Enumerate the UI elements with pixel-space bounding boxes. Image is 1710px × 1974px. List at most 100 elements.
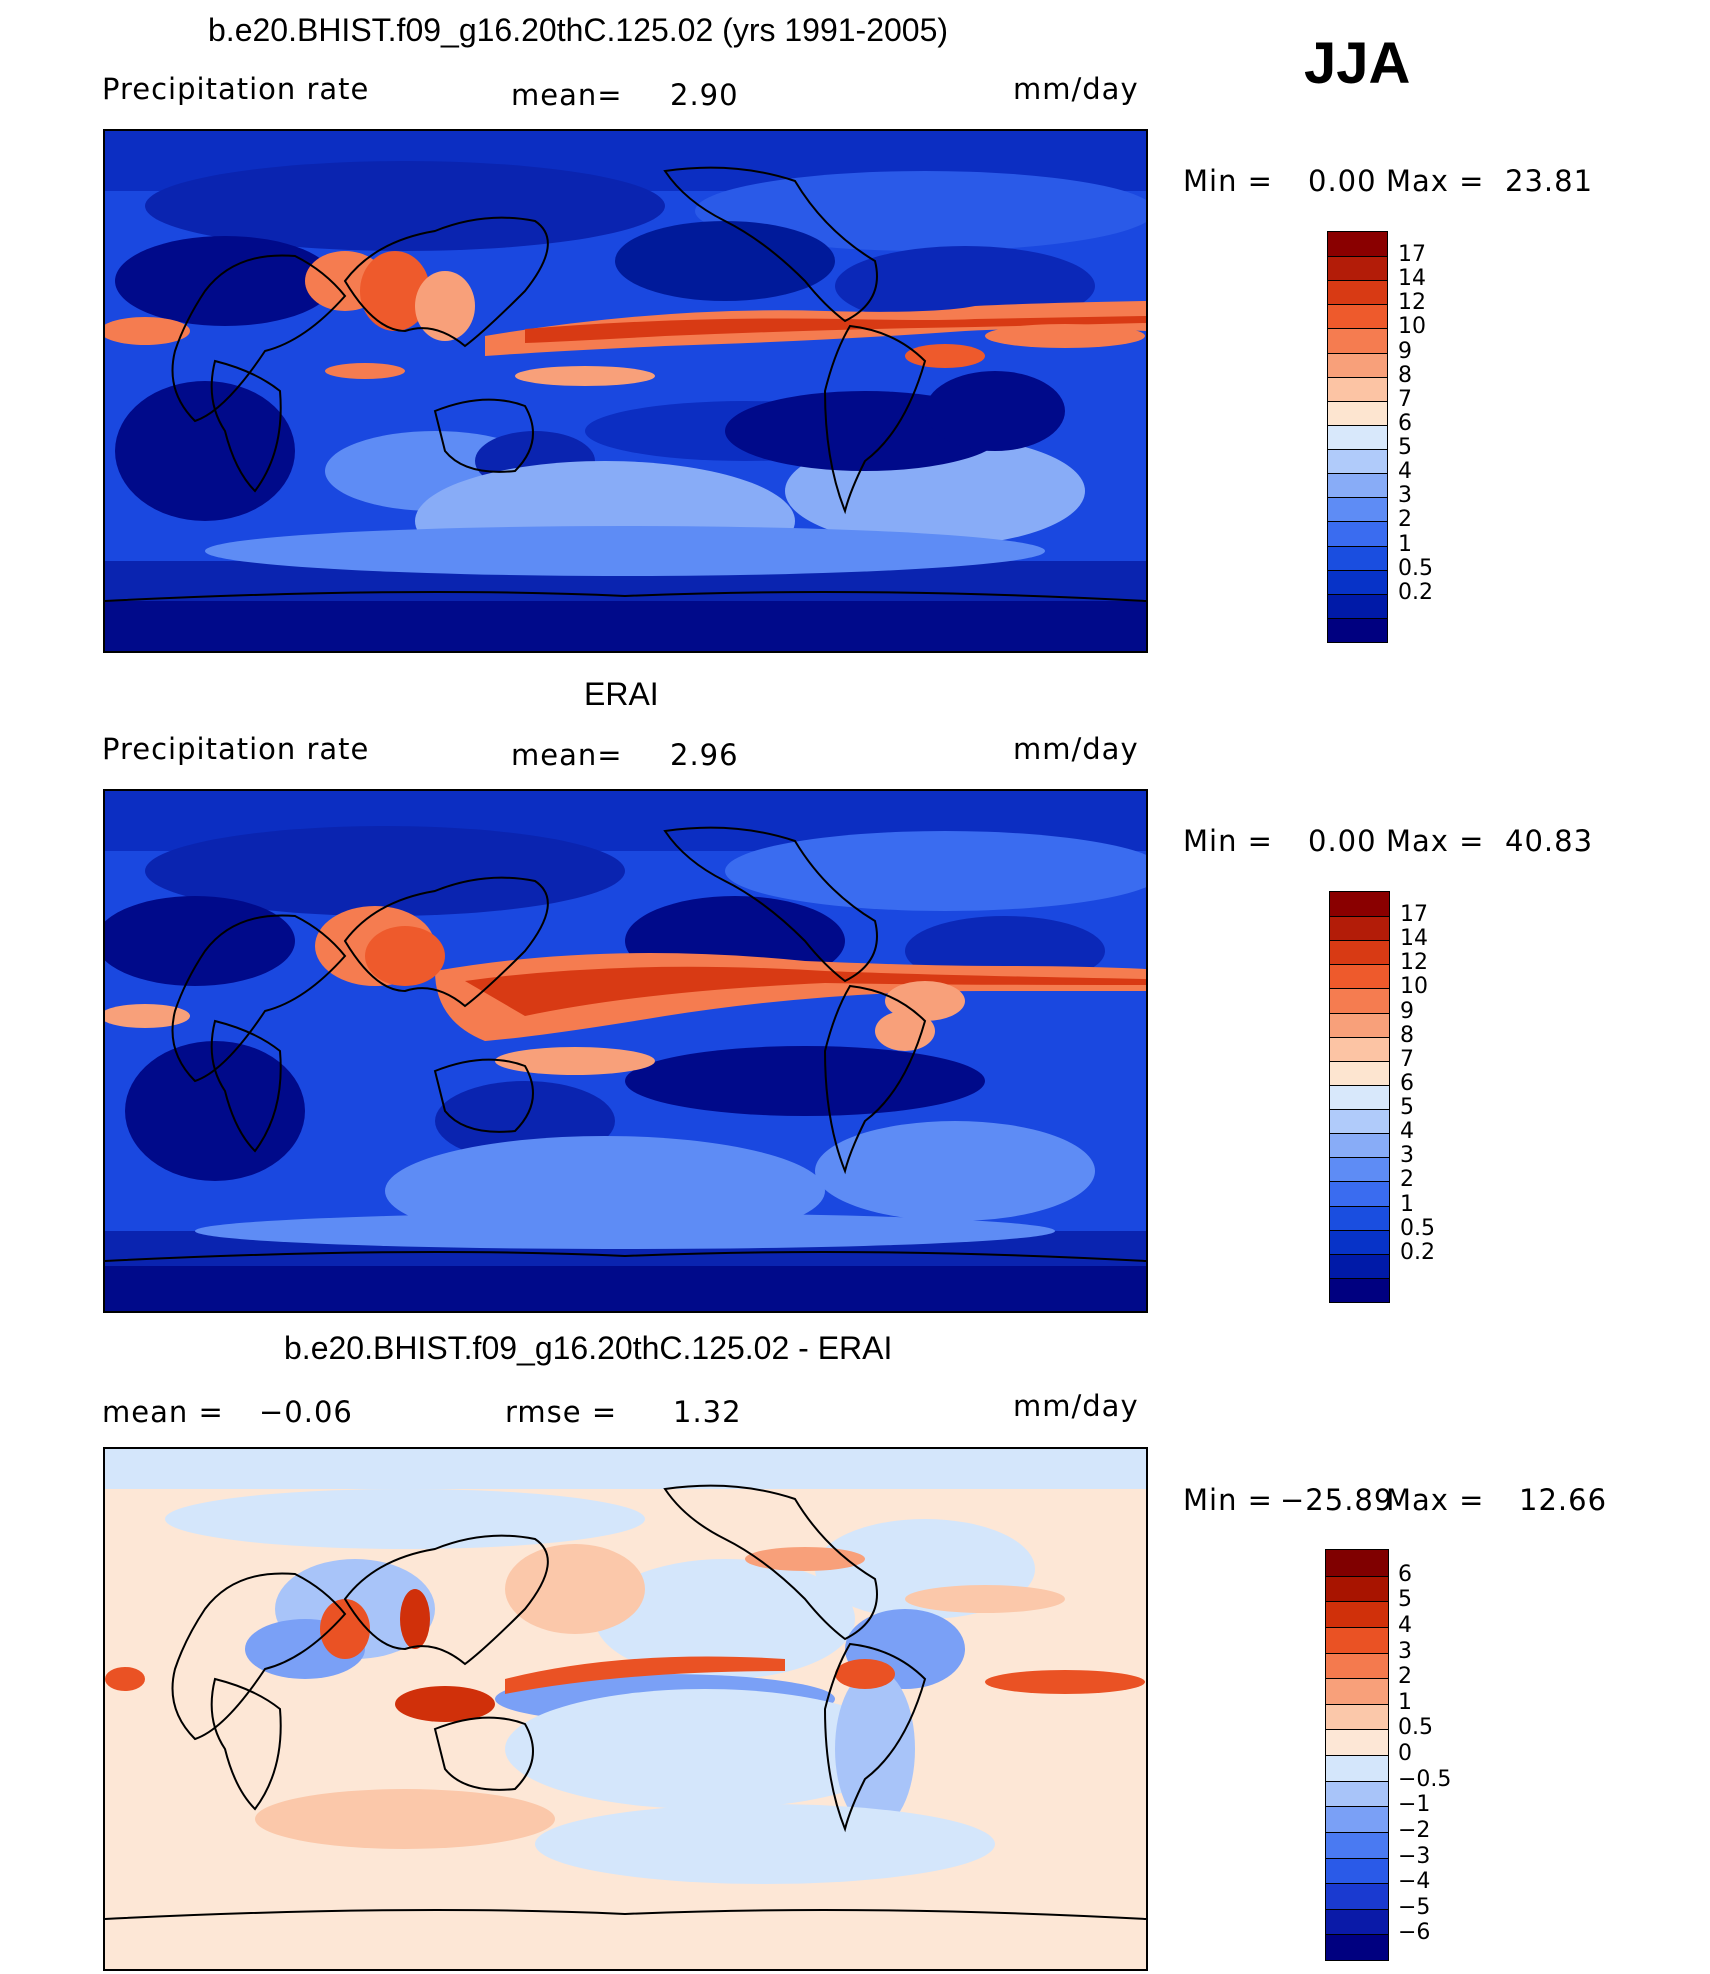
colorbar-swatch bbox=[1326, 1678, 1388, 1704]
colorbar-swatch bbox=[1328, 593, 1387, 618]
colorbar-tick-label: 7 bbox=[1398, 386, 1412, 412]
colorbar-tick-label: 1 bbox=[1398, 531, 1412, 557]
colorbar-tick-label: 0.5 bbox=[1398, 1715, 1433, 1741]
colorbar-tick-label: 9 bbox=[1398, 338, 1412, 364]
panel3-mean-value: −0.06 bbox=[259, 1395, 353, 1429]
colorbar-swatch bbox=[1326, 1652, 1388, 1679]
colorbar-tick-label: 6 bbox=[1400, 1070, 1414, 1096]
panel2-min-value: 0.00 bbox=[1308, 824, 1377, 858]
colorbar-swatch bbox=[1328, 449, 1387, 474]
colorbar-swatch bbox=[1328, 352, 1387, 377]
colorbar-swatch bbox=[1330, 1036, 1389, 1061]
colorbar-swatch bbox=[1330, 1157, 1389, 1182]
colorbar-tick-label: −3 bbox=[1398, 1843, 1431, 1869]
panel3-min-label: Min = bbox=[1183, 1483, 1273, 1517]
colorbar-tick-label: 6 bbox=[1398, 410, 1412, 436]
colorbar-swatch bbox=[1328, 497, 1387, 522]
colorbar-swatch bbox=[1328, 521, 1387, 546]
colorbar-swatch bbox=[1328, 545, 1387, 570]
panel3-min-value: −25.89 bbox=[1280, 1483, 1394, 1517]
panel1-max-label: Max = bbox=[1386, 164, 1485, 198]
panel1-colorbar bbox=[1327, 231, 1388, 643]
panel1-variable-label: Precipitation rate bbox=[102, 72, 370, 106]
panel3-max-value: 12.66 bbox=[1519, 1483, 1608, 1517]
colorbar-swatch bbox=[1328, 328, 1387, 353]
colorbar-tick-label: −6 bbox=[1398, 1920, 1431, 1946]
colorbar-swatch bbox=[1326, 1806, 1388, 1832]
panel1-units: mm/day bbox=[1013, 72, 1139, 106]
colorbar-tick-label: −4 bbox=[1398, 1869, 1431, 1895]
panel2-max-label: Max = bbox=[1386, 824, 1485, 858]
colorbar-tick-label: −1 bbox=[1398, 1792, 1431, 1818]
panel3-colorbar bbox=[1325, 1549, 1389, 1961]
colorbar-swatch bbox=[1328, 569, 1387, 594]
colorbar-tick-label: 6 bbox=[1398, 1561, 1412, 1587]
colorbar-tick-label: 14 bbox=[1400, 926, 1428, 952]
colorbar-swatch bbox=[1330, 916, 1389, 941]
colorbar-swatch bbox=[1326, 1575, 1388, 1602]
colorbar-tick-label: −0.5 bbox=[1398, 1766, 1452, 1792]
colorbar-swatch bbox=[1330, 1060, 1389, 1085]
colorbar-swatch bbox=[1326, 1601, 1388, 1627]
colorbar-tick-label: 0 bbox=[1398, 1741, 1412, 1766]
panel2-map bbox=[103, 789, 1148, 1313]
colorbar-swatch bbox=[1328, 473, 1387, 498]
colorbar-swatch bbox=[1330, 1084, 1389, 1110]
panel1-max-value: 23.81 bbox=[1505, 164, 1594, 198]
colorbar-swatch bbox=[1330, 1181, 1389, 1206]
colorbar-tick-label: 8 bbox=[1400, 1022, 1414, 1048]
colorbar-swatch bbox=[1328, 424, 1387, 450]
colorbar-tick-label: 14 bbox=[1398, 266, 1426, 292]
panel3-title: b.e20.BHIST.f09_g16.20thC.125.02 - ERAI bbox=[284, 1330, 893, 1366]
colorbar-swatch bbox=[1330, 1205, 1389, 1230]
colorbar-swatch bbox=[1326, 1755, 1388, 1781]
panel2-max-value: 40.83 bbox=[1505, 824, 1594, 858]
colorbar-swatch bbox=[1330, 1253, 1389, 1278]
colorbar-tick-label: 4 bbox=[1398, 459, 1412, 485]
colorbar-swatch bbox=[1326, 1626, 1388, 1653]
colorbar-swatch bbox=[1326, 1857, 1388, 1884]
colorbar-swatch bbox=[1330, 1133, 1389, 1158]
colorbar-swatch bbox=[1330, 1109, 1389, 1134]
colorbar-swatch bbox=[1330, 940, 1389, 965]
panel2-variable-label: Precipitation rate bbox=[102, 732, 370, 766]
colorbar-swatch bbox=[1326, 1883, 1388, 1909]
colorbar-tick-label: 10 bbox=[1400, 974, 1428, 1000]
colorbar-swatch bbox=[1326, 1908, 1388, 1935]
panel2-precip-field bbox=[105, 791, 1146, 1311]
colorbar-tick-label: 0.5 bbox=[1398, 555, 1433, 581]
colorbar-tick-label: 7 bbox=[1400, 1046, 1414, 1072]
colorbar-swatch bbox=[1330, 892, 1389, 917]
colorbar-tick-label: 4 bbox=[1400, 1119, 1414, 1145]
colorbar-tick-label: 0.2 bbox=[1400, 1239, 1435, 1265]
colorbar-tick-label: 3 bbox=[1398, 1638, 1412, 1664]
colorbar-swatch bbox=[1330, 964, 1389, 989]
colorbar-swatch bbox=[1326, 1703, 1388, 1730]
panel2-mean-label: mean= bbox=[511, 738, 623, 772]
colorbar-swatch bbox=[1326, 1831, 1388, 1858]
colorbar-swatch bbox=[1330, 1012, 1389, 1037]
colorbar-swatch bbox=[1328, 232, 1387, 257]
colorbar-tick-label: 1 bbox=[1400, 1191, 1414, 1217]
panel1-mean-label: mean= bbox=[511, 78, 623, 112]
colorbar-swatch bbox=[1328, 400, 1387, 425]
colorbar-swatch bbox=[1328, 617, 1387, 642]
colorbar-tick-label: 2 bbox=[1398, 507, 1412, 533]
colorbar-tick-label: 4 bbox=[1398, 1612, 1412, 1638]
panel1-map bbox=[103, 129, 1148, 653]
colorbar-swatch bbox=[1330, 1229, 1389, 1254]
colorbar-tick-label: −2 bbox=[1398, 1817, 1431, 1843]
colorbar-tick-label: 5 bbox=[1400, 1095, 1414, 1121]
colorbar-tick-label: 3 bbox=[1400, 1143, 1414, 1169]
panel3-max-label: Max = bbox=[1386, 1483, 1485, 1517]
panel1-min-value: 0.00 bbox=[1308, 164, 1377, 198]
colorbar-swatch bbox=[1326, 1550, 1388, 1576]
colorbar-tick-label: 1 bbox=[1398, 1689, 1412, 1715]
colorbar-tick-label: 12 bbox=[1400, 950, 1428, 976]
colorbar-tick-label: 5 bbox=[1398, 1587, 1412, 1613]
colorbar-swatch bbox=[1326, 1780, 1388, 1807]
panel2-units: mm/day bbox=[1013, 732, 1139, 766]
colorbar-tick-label: 0.5 bbox=[1400, 1215, 1435, 1241]
colorbar-tick-label: 2 bbox=[1400, 1167, 1414, 1193]
colorbar-tick-label: 5 bbox=[1398, 435, 1412, 461]
